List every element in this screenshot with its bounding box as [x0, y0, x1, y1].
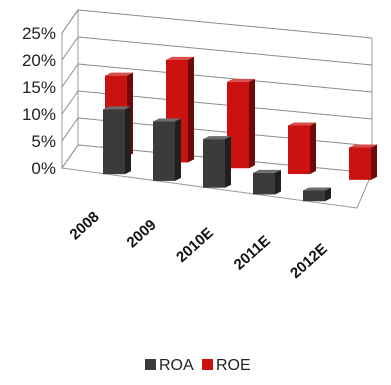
y-tick-label: 15%: [22, 78, 56, 97]
chart-walls: 0% 5% 10% 15% 20% 25%: [22, 8, 373, 209]
roa-bar-2010e-side: [225, 136, 231, 188]
roa-bar-2010e: [203, 136, 231, 188]
roa-bar-2010e-front: [203, 139, 225, 188]
roe-bar-2008-top: [105, 72, 133, 76]
gridline: [77, 63, 373, 93]
roe-bar-2011e-front: [288, 125, 310, 175]
y-tick-label: 25%: [22, 24, 56, 43]
roa-bar-2008-front: [103, 109, 125, 175]
roa-bar-2008-top: [103, 106, 131, 110]
roa-bar-2012e-front: [303, 190, 325, 202]
roa-bar-2012e: [303, 187, 331, 202]
roe-bar-2010e: [227, 78, 255, 169]
category-label: 2010E: [173, 224, 217, 266]
category-label: 2008: [66, 208, 102, 243]
category-label: 2011E: [231, 232, 274, 273]
roa-bar-2009: [153, 118, 181, 181]
category-labels: 2008 2009 2010E 2011E 2012E: [66, 208, 330, 282]
y-tick-label: 5%: [31, 132, 56, 151]
category-label: 2009: [123, 216, 159, 251]
roa-bar-2011e-side: [275, 169, 281, 195]
gridline: [77, 36, 373, 66]
legend-label-roe: ROE: [216, 357, 251, 374]
roe-bar-2011e-side: [310, 122, 316, 175]
roa-bar-2009-top: [153, 118, 181, 122]
roa-bar-2011e: [253, 169, 281, 195]
y-tick-label: 10%: [22, 105, 56, 124]
side-gridline: [61, 36, 79, 61]
roa-bar-2010e-top: [203, 136, 231, 140]
roe-bar-2010e-side: [249, 78, 255, 169]
roa-bar-2011e-front: [253, 172, 275, 195]
roe-bar-2009-top: [166, 56, 194, 60]
gridline: [77, 9, 373, 39]
bars: [103, 56, 377, 202]
roa-bar-2011e-top: [253, 169, 281, 173]
roa-bar-2009-front: [153, 121, 175, 181]
roe-bar-2012e-front: [349, 147, 371, 180]
roe-bar-2012e: [349, 144, 377, 180]
legend-swatch-roe: [202, 359, 213, 370]
y-tick-label: 20%: [22, 51, 56, 70]
side-gridline: [61, 90, 79, 115]
roe-bar-2010e-top: [227, 78, 255, 82]
side-gridline: [61, 9, 79, 34]
roe-bar-2012e-side: [371, 144, 377, 180]
side-gridline: [61, 117, 79, 142]
legend-label-roa: ROA: [159, 357, 194, 374]
legend-swatch-roa: [145, 359, 156, 370]
left-wall: [61, 8, 79, 170]
roa-bar-2008-side: [125, 106, 131, 175]
category-label: 2012E: [287, 240, 331, 282]
roe-bar-2012e-top: [349, 144, 377, 148]
roe-bar-2011e: [288, 122, 316, 175]
roa-bar-2008: [103, 106, 131, 175]
y-tick-label: 0%: [31, 159, 56, 178]
roe-bar-2009-side: [188, 56, 194, 163]
roe-bar-2010e-front: [227, 81, 249, 169]
roa-bar-2012e-top: [303, 187, 331, 191]
legend: ROA ROE: [145, 357, 251, 374]
roa-bar-2009-side: [175, 118, 181, 181]
side-gridline: [61, 63, 79, 88]
roe-bar-2011e-top: [288, 122, 316, 126]
roa-bar-2012e-side: [325, 187, 331, 202]
